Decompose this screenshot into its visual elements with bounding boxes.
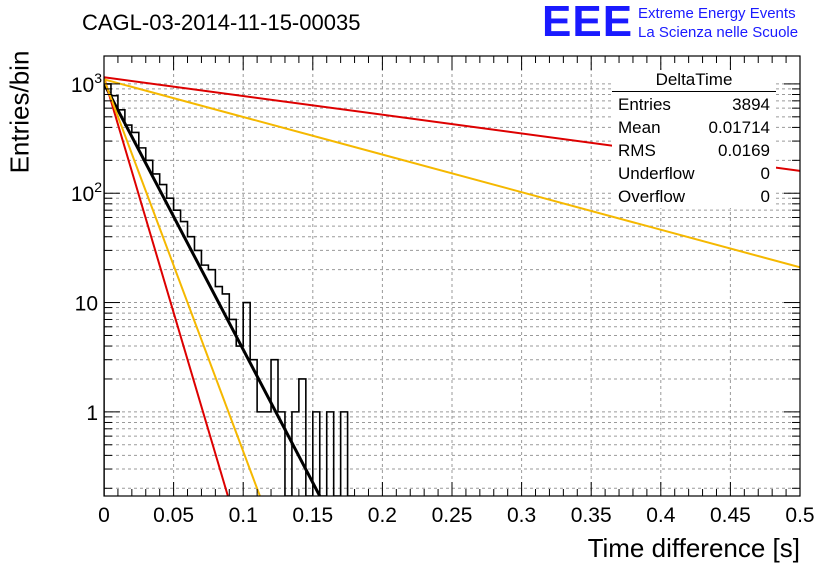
stats-label: Mean bbox=[618, 118, 661, 137]
stats-value: 0.01714 bbox=[708, 118, 770, 137]
x-tick-label: 0.15 bbox=[292, 504, 333, 527]
stats-value: 3894 bbox=[732, 95, 770, 114]
x-tick-label: 0 bbox=[98, 504, 110, 527]
x-tick-label: 0.45 bbox=[710, 504, 751, 527]
y-tick-label: 102 bbox=[71, 179, 102, 206]
chart-title: CAGL-03-2014-11-15-00035 bbox=[82, 10, 361, 35]
eee-logo-text: Extreme Energy Events La Scienza nelle S… bbox=[638, 4, 798, 42]
stats-row-underflow: Underflow 0 bbox=[612, 162, 776, 185]
stats-row-mean: Mean 0.01714 bbox=[612, 116, 776, 139]
x-tick-label: 0.1 bbox=[229, 504, 258, 527]
bound-line bbox=[104, 79, 261, 496]
y-tick-label: 10 bbox=[75, 293, 98, 316]
y-tick-label: 1 bbox=[86, 402, 98, 425]
stats-label: Overflow bbox=[618, 187, 686, 206]
stats-label: RMS bbox=[618, 141, 656, 160]
eee-logo: EEE bbox=[542, 0, 634, 46]
stats-label: Entries bbox=[618, 95, 671, 114]
x-tick-label: 0.3 bbox=[507, 504, 536, 527]
x-tick-label: 0.5 bbox=[785, 504, 814, 527]
stats-value: 0 bbox=[760, 187, 770, 206]
x-tick-label: 0.05 bbox=[153, 504, 194, 527]
fit-line bbox=[104, 82, 322, 496]
stats-label: Underflow bbox=[618, 164, 695, 183]
stats-row-overflow: Overflow 0 bbox=[612, 185, 776, 208]
x-tick-label: 0.4 bbox=[646, 504, 676, 527]
x-tick-label: 0.2 bbox=[368, 504, 397, 527]
stats-value: 0.0169 bbox=[718, 141, 770, 160]
bound-line bbox=[104, 76, 229, 496]
stats-box: DeltaTime Entries 3894 Mean 0.01714 RMS … bbox=[612, 70, 776, 208]
stats-value: 0 bbox=[760, 164, 770, 183]
bound-line bbox=[104, 78, 800, 269]
logo-line-1: Extreme Energy Events bbox=[638, 5, 796, 22]
x-axis-label: Time difference [s] bbox=[587, 533, 800, 563]
histogram-outline bbox=[104, 83, 355, 496]
y-tick-label: 103 bbox=[71, 70, 102, 97]
stats-box-title: DeltaTime bbox=[612, 70, 776, 92]
stats-row-rms: RMS 0.0169 bbox=[612, 139, 776, 162]
y-axis-label: Entries/bin bbox=[4, 50, 35, 174]
logo-line-2: La Scienza nelle Scuole bbox=[638, 24, 799, 41]
stats-row-entries: Entries 3894 bbox=[612, 93, 776, 116]
x-tick-label: 0.25 bbox=[432, 504, 473, 527]
x-tick-label: 0.35 bbox=[571, 504, 612, 527]
